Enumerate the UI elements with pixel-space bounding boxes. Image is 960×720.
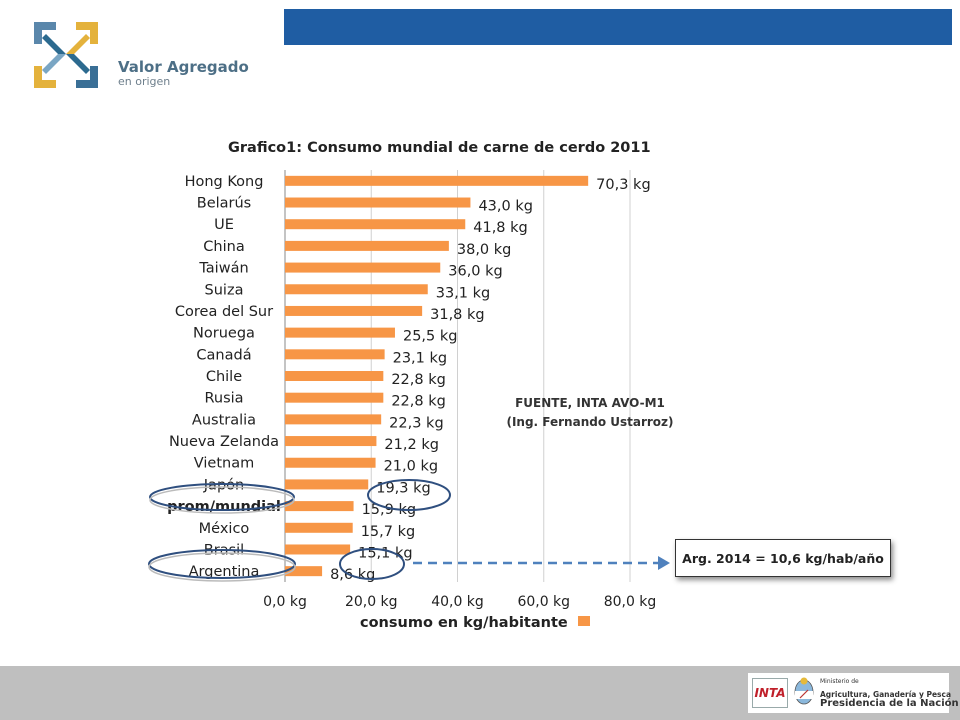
category-label: Nueva Zelanda: [169, 434, 279, 450]
bar: [285, 479, 369, 490]
value-label: 21,2 kg: [384, 437, 439, 453]
value-label: 31,8 kg: [430, 307, 485, 323]
category-label: Suiza: [205, 282, 244, 298]
bar: [285, 175, 589, 186]
bar: [285, 392, 384, 403]
bar: [285, 566, 323, 577]
bar: [285, 240, 449, 251]
x-axis-label: consumo en kg/habitante: [360, 615, 568, 631]
bar: [285, 544, 351, 555]
category-label: Canadá: [196, 347, 251, 363]
bar: [285, 501, 354, 512]
logo-title: Valor Agregado: [118, 58, 249, 76]
value-label: 36,0 kg: [448, 264, 503, 280]
category-label: Australia: [192, 412, 256, 428]
bar: [285, 436, 377, 447]
ministry-line-2: Agricultura, Ganadería y Pesca: [820, 690, 952, 699]
category-label: Corea del Sur: [175, 304, 273, 320]
value-label: 23,1 kg: [393, 350, 448, 366]
value-label: 22,8 kg: [391, 372, 446, 388]
highlight-argentina-shadow: [148, 552, 296, 582]
bar: [285, 522, 353, 533]
ministry-line-1: Ministerio de: [820, 678, 859, 685]
value-label: 33,1 kg: [436, 285, 491, 301]
coat-of-arms-icon: [794, 677, 814, 705]
x-tick-label: 60,0 kg: [517, 594, 570, 610]
category-label: Chile: [206, 369, 242, 385]
x-tick-label: 0,0 kg: [263, 594, 307, 610]
arrow-head-icon: [658, 556, 670, 570]
value-label: 43,0 kg: [478, 199, 533, 215]
bar: [285, 349, 385, 360]
value-label: 15,7 kg: [361, 524, 416, 540]
logo-subtitle: en origen: [118, 75, 171, 88]
bar: [285, 371, 384, 381]
logo-arrows-icon: [34, 22, 98, 88]
value-label: 19,3 kg: [376, 480, 431, 496]
value-label: 38,0 kg: [457, 242, 512, 258]
bar: [285, 457, 376, 468]
category-label: Hong Kong: [185, 174, 264, 190]
value-label: 22,3 kg: [389, 415, 444, 431]
ministry-line-3: Presidencia de la Nación: [820, 698, 959, 709]
valor-agregado-logo: [34, 22, 98, 88]
category-label: Japón: [203, 477, 244, 493]
category-label: Belarús: [197, 196, 252, 212]
bar: [285, 414, 382, 425]
chart-title: Grafico1: Consumo mundial de carne de ce…: [228, 140, 651, 156]
source-line-2: (Ing. Fernando Ustarroz): [506, 415, 674, 429]
highlight-argentina-label: [148, 549, 296, 579]
category-label: Vietnam: [194, 456, 254, 472]
value-label: 21,0 kg: [384, 459, 439, 475]
category-label: Noruega: [193, 326, 255, 342]
argentina-2014-callout: Arg. 2014 = 10,6 kg/hab/año: [675, 539, 891, 577]
header-bar: [284, 9, 952, 45]
source-line-1: FUENTE, INTA AVO-M1: [515, 396, 665, 410]
category-label: Taiwán: [198, 261, 248, 277]
bar: [285, 305, 423, 316]
value-label: 70,3 kg: [596, 177, 651, 193]
highlight-prom-shadow: [149, 486, 295, 514]
value-label: 25,5 kg: [403, 329, 458, 345]
bar: [285, 219, 466, 230]
x-tick-label: 40,0 kg: [431, 594, 484, 610]
value-label: 15,1 kg: [358, 545, 413, 561]
category-label: Rusia: [204, 391, 243, 407]
x-tick-label: 80,0 kg: [604, 594, 657, 610]
highlight-prom-value: [367, 479, 451, 511]
legend-swatch: [578, 616, 590, 626]
x-tick-label: 20,0 kg: [345, 594, 398, 610]
bar: [285, 197, 471, 208]
highlight-prom-label: [149, 483, 295, 511]
bar: [285, 327, 395, 338]
inta-logo: INTA: [752, 678, 788, 708]
category-label: China: [203, 239, 244, 255]
source-note: FUENTE, INTA AVO-M1 (Ing. Fernando Ustar…: [490, 394, 690, 432]
value-label: 41,8 kg: [473, 220, 528, 236]
bar: [285, 262, 441, 273]
category-label: Argentina: [189, 564, 260, 580]
category-label: México: [199, 521, 250, 537]
value-label: 22,8 kg: [391, 394, 446, 410]
highlight-argentina-value: [339, 548, 405, 580]
value-label: 15,9 kg: [362, 502, 417, 518]
category-label: UE: [214, 217, 234, 233]
bar: [285, 284, 428, 295]
